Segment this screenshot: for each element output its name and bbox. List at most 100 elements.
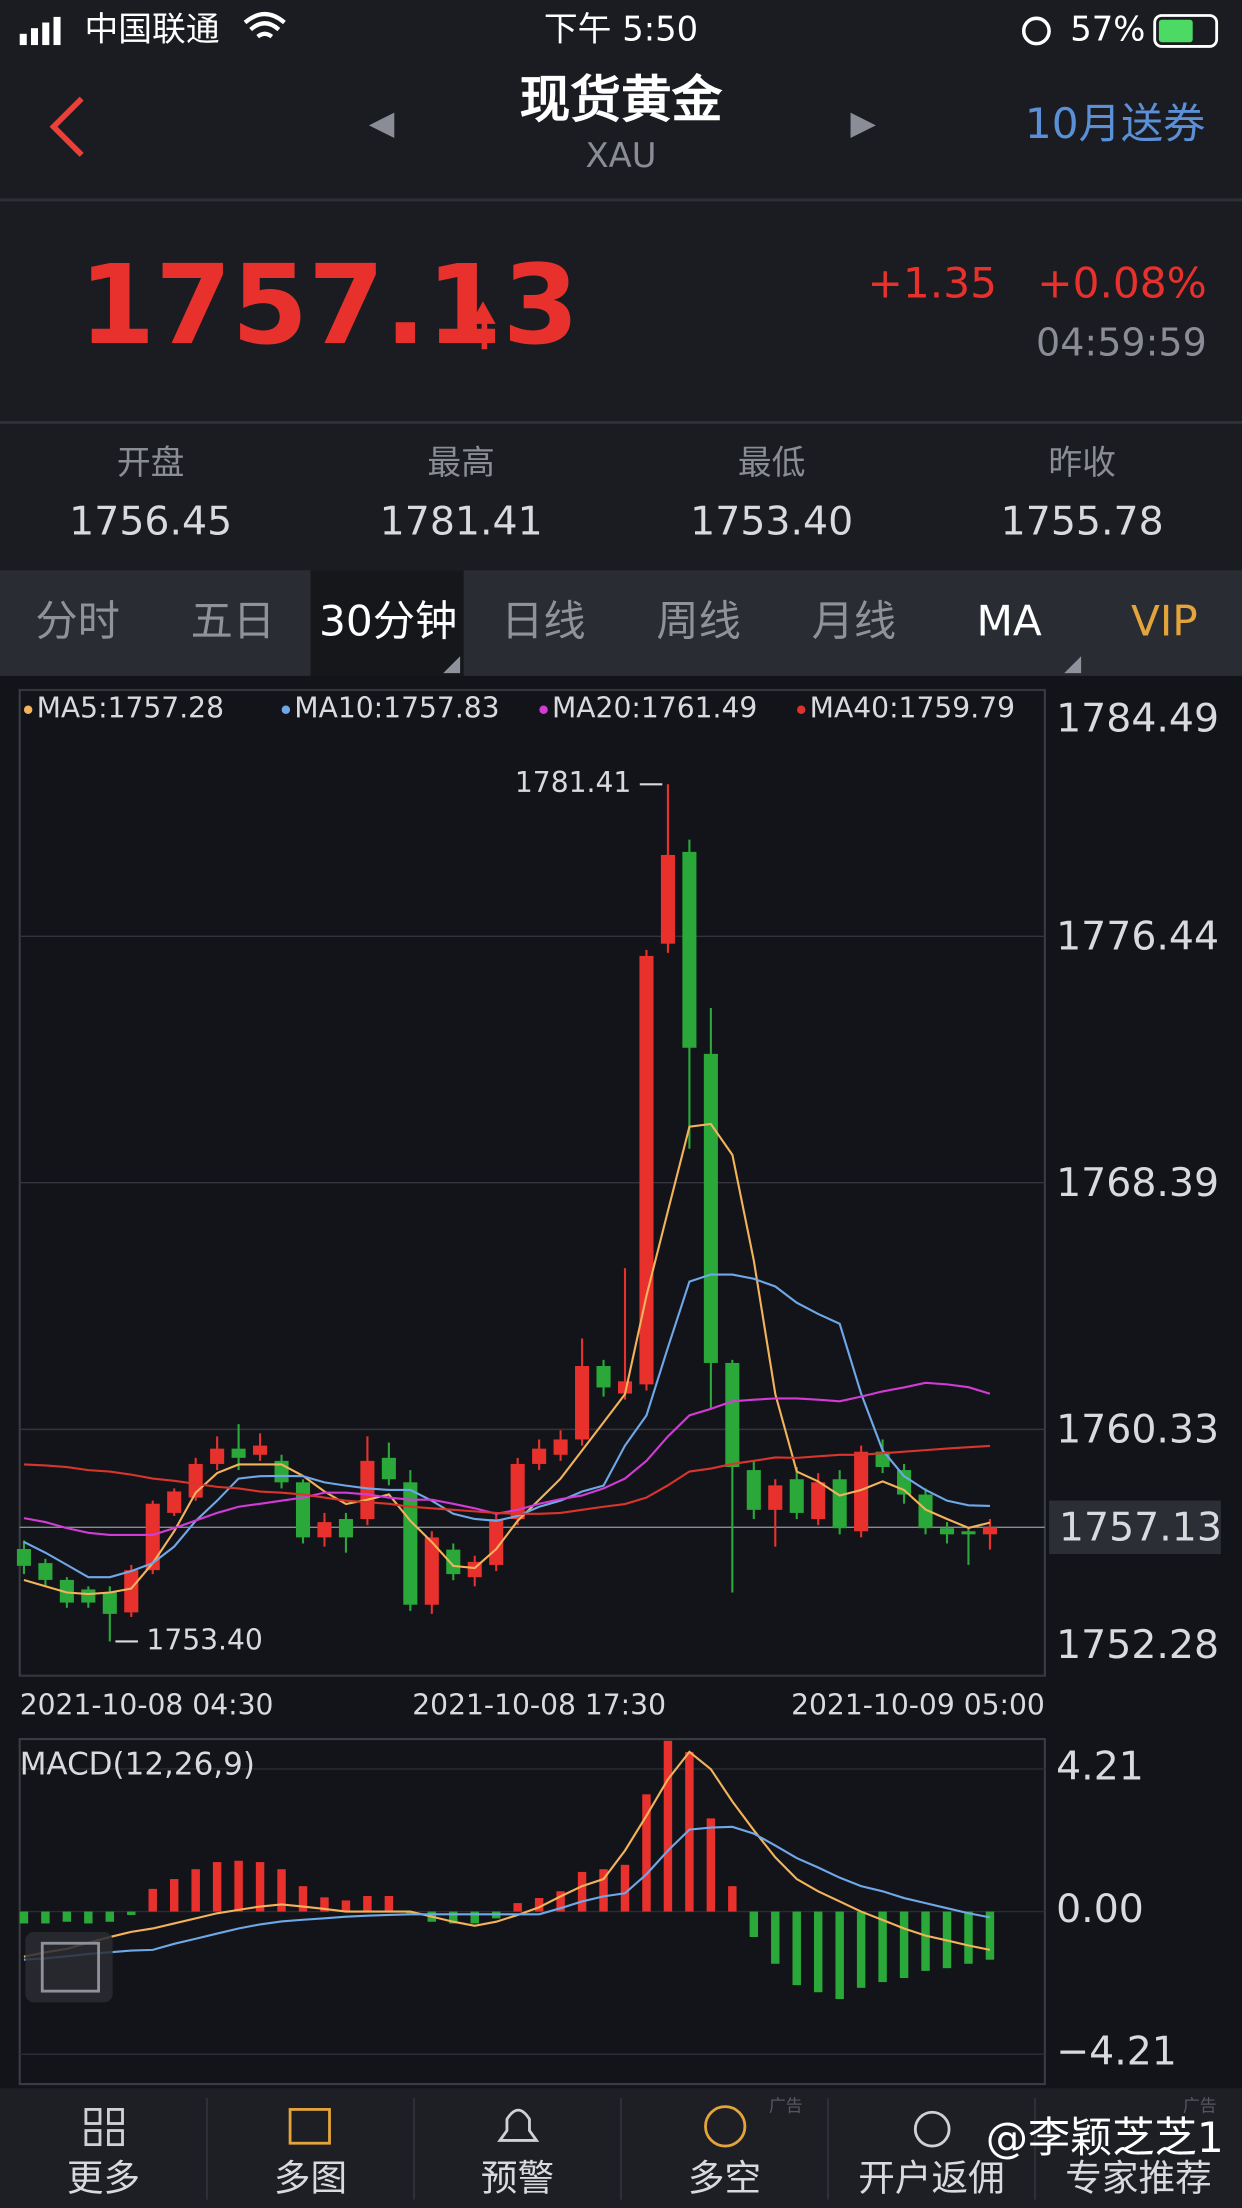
prev-button[interactable]	[368, 112, 395, 138]
up-arrow	[470, 301, 496, 350]
macd-line	[23, 1750, 991, 1958]
macd-bar	[255, 1862, 265, 1912]
y-tick-label: −4.21	[1056, 2029, 1177, 2075]
macd-line	[23, 1825, 991, 1961]
macd-bar	[642, 1794, 651, 1912]
last-price-box	[1049, 1500, 1221, 1555]
charts: 1784.49 1776.44 1768.39 1760.33 1752.28 1757.…	[16, 688, 1222, 2086]
title: 现货黄金	[520, 70, 723, 129]
macd-bar	[212, 1862, 222, 1912]
macd-bar	[363, 1895, 372, 1912]
tab[interactable]	[1086, 570, 1240, 676]
candle-body	[660, 854, 675, 944]
tab[interactable]	[465, 570, 619, 676]
macd-bar	[234, 1860, 243, 1912]
stat-value: 1756.45	[69, 498, 232, 544]
tab[interactable]	[776, 570, 930, 676]
candle-body	[167, 1491, 182, 1513]
nav-label[interactable]: 开户返佣	[858, 2156, 1004, 2199]
last-price: 1757.13	[79, 241, 579, 369]
nav-label[interactable]: 预警	[481, 2156, 554, 2199]
macd-bar	[620, 1864, 630, 1912]
ma-line	[23, 1381, 991, 1536]
battery-percent: 57%	[1070, 9, 1145, 48]
stat-value: 1753.40	[690, 498, 853, 544]
tab[interactable]	[0, 570, 154, 676]
change-percent: +0.08%	[1037, 258, 1207, 307]
candle-body	[145, 1503, 160, 1571]
tab-label: 日线	[501, 596, 585, 645]
tab[interactable]	[155, 570, 309, 676]
nav-label[interactable]: 多图	[274, 2156, 347, 2199]
signal-bar	[42, 22, 50, 46]
tab[interactable]	[621, 570, 775, 676]
icon	[107, 2129, 124, 2147]
tab[interactable]	[310, 570, 464, 676]
icon	[913, 2110, 951, 2148]
candle-body	[639, 955, 654, 1385]
macd-bar	[985, 1911, 995, 1960]
macd-bar	[813, 1911, 823, 1993]
macd-bar	[921, 1911, 930, 1971]
candle-body	[982, 1527, 997, 1535]
nav-label[interactable]: 专家推荐	[1065, 2156, 1211, 2199]
icon	[107, 2108, 124, 2125]
y-tick-label: 0.00	[1056, 1886, 1144, 1932]
high-annotation: 1781.41	[515, 766, 631, 799]
battery-icon	[1153, 14, 1219, 48]
signal-bar	[19, 33, 27, 46]
candle-body	[918, 1494, 933, 1529]
stats: 开盘 1756.45 最高 1781.41 最低 1753.40 昨收 1755.78	[69, 443, 1163, 544]
tab-label: 五日	[191, 596, 275, 645]
tab-label: 周线	[656, 596, 740, 645]
wifi-icon	[243, 11, 286, 39]
macd-bar	[878, 1911, 887, 1983]
promo[interactable]: 10月送券	[1025, 99, 1205, 148]
back-button[interactable]	[49, 96, 84, 157]
quote: 1757.13 +1.35 +0.08% 04:59:59	[0, 241, 1242, 424]
macd-bar	[685, 1751, 694, 1912]
macd-bar	[599, 1869, 608, 1912]
macd-bar	[771, 1911, 780, 1964]
y-tick-label: 1752.28	[1056, 1622, 1219, 1668]
candle-body	[811, 1482, 826, 1520]
legend-dot	[23, 705, 33, 714]
tab[interactable]	[931, 570, 1085, 676]
signal-bar	[30, 28, 39, 46]
fullscreen-button[interactable]	[25, 1932, 113, 2003]
icon	[704, 2105, 747, 2148]
candle-body	[424, 1537, 439, 1605]
candle-body	[746, 1470, 761, 1510]
tab-label: 30分钟	[319, 596, 457, 645]
stat-label: 最高	[427, 443, 495, 482]
macd-bar	[728, 1886, 737, 1912]
ma-line	[23, 1444, 991, 1515]
icon	[288, 2108, 331, 2145]
tab-label: 月线	[812, 596, 896, 645]
candle-body	[231, 1448, 246, 1458]
signal-bar	[53, 16, 61, 46]
macd-bar	[127, 1911, 136, 1915]
candle-body	[360, 1460, 375, 1520]
macd-bar	[749, 1911, 759, 1937]
next-button[interactable]	[850, 112, 876, 138]
candle-body	[381, 1457, 396, 1480]
macd-bar	[105, 1911, 115, 1922]
tab-label: 分时	[35, 596, 119, 645]
tab-corner	[443, 656, 461, 674]
watermark: @李颖芝芝1	[986, 2113, 1224, 2162]
candle-body	[210, 1448, 225, 1464]
tab-corner	[1064, 656, 1082, 674]
nav-label[interactable]: 多空	[688, 2156, 761, 2199]
x-tick-label: 2021-10-09 05:00	[791, 1689, 1045, 1722]
stat-label: 开盘	[117, 443, 185, 482]
candle-body	[16, 1549, 31, 1566]
candle-body	[403, 1482, 418, 1605]
icon	[84, 2108, 102, 2125]
x-tick-label: 2021-10-08 04:30	[20, 1689, 274, 1722]
quote-time: 04:59:59	[1036, 321, 1207, 365]
nav-label[interactable]: 更多	[67, 2156, 140, 2199]
macd-bar	[513, 1903, 522, 1912]
